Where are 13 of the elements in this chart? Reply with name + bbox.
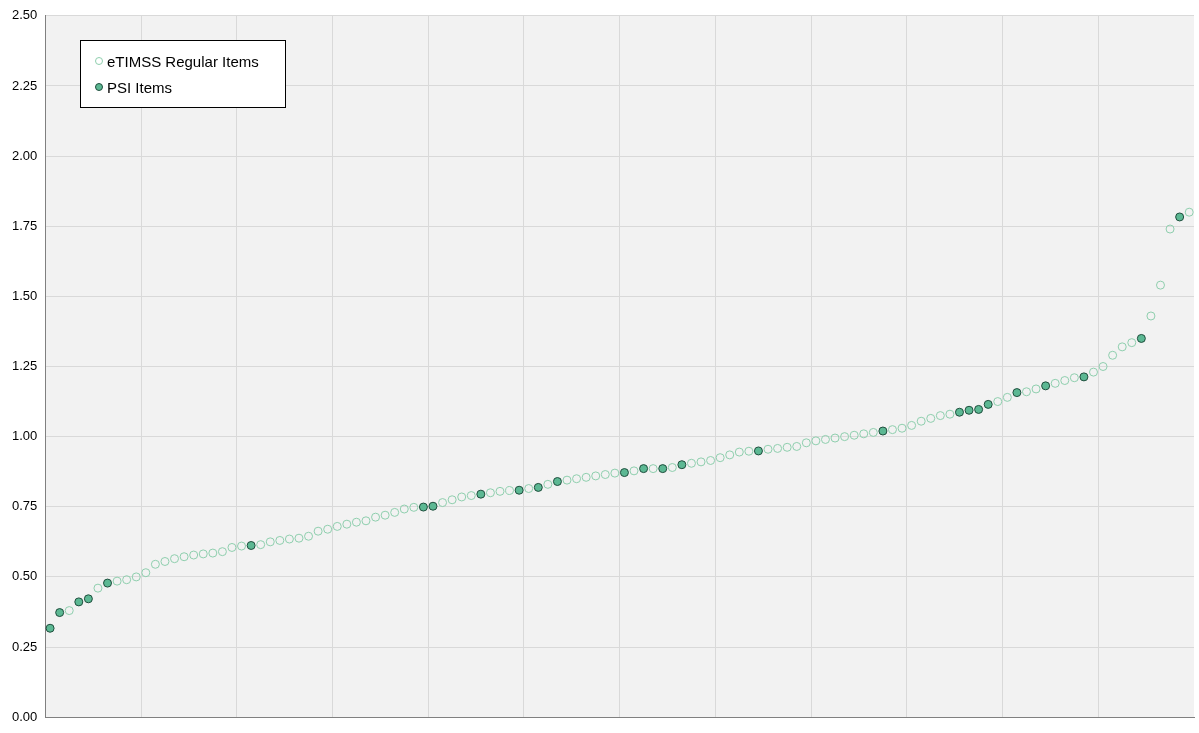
y-tick-label: 1.00 <box>11 428 38 444</box>
y-tick-label: 1.75 <box>11 217 38 233</box>
y-tick-label: 1.50 <box>11 287 38 303</box>
y-tick-label: 0.75 <box>11 498 38 514</box>
y-tick-label: 2.00 <box>11 147 38 163</box>
y-tick-label: 0.50 <box>11 568 38 584</box>
y-tick-label: 1.25 <box>11 358 38 374</box>
y-tick-label: 2.25 <box>11 77 38 93</box>
y-tick-label: 0.00 <box>11 708 38 724</box>
legend-label: PSI Items <box>107 78 173 96</box>
legend-label: eTIMSS Regular Items <box>107 52 259 70</box>
y-tick-label: 0.25 <box>11 638 38 654</box>
y-tick-label: 2.50 <box>11 7 38 23</box>
